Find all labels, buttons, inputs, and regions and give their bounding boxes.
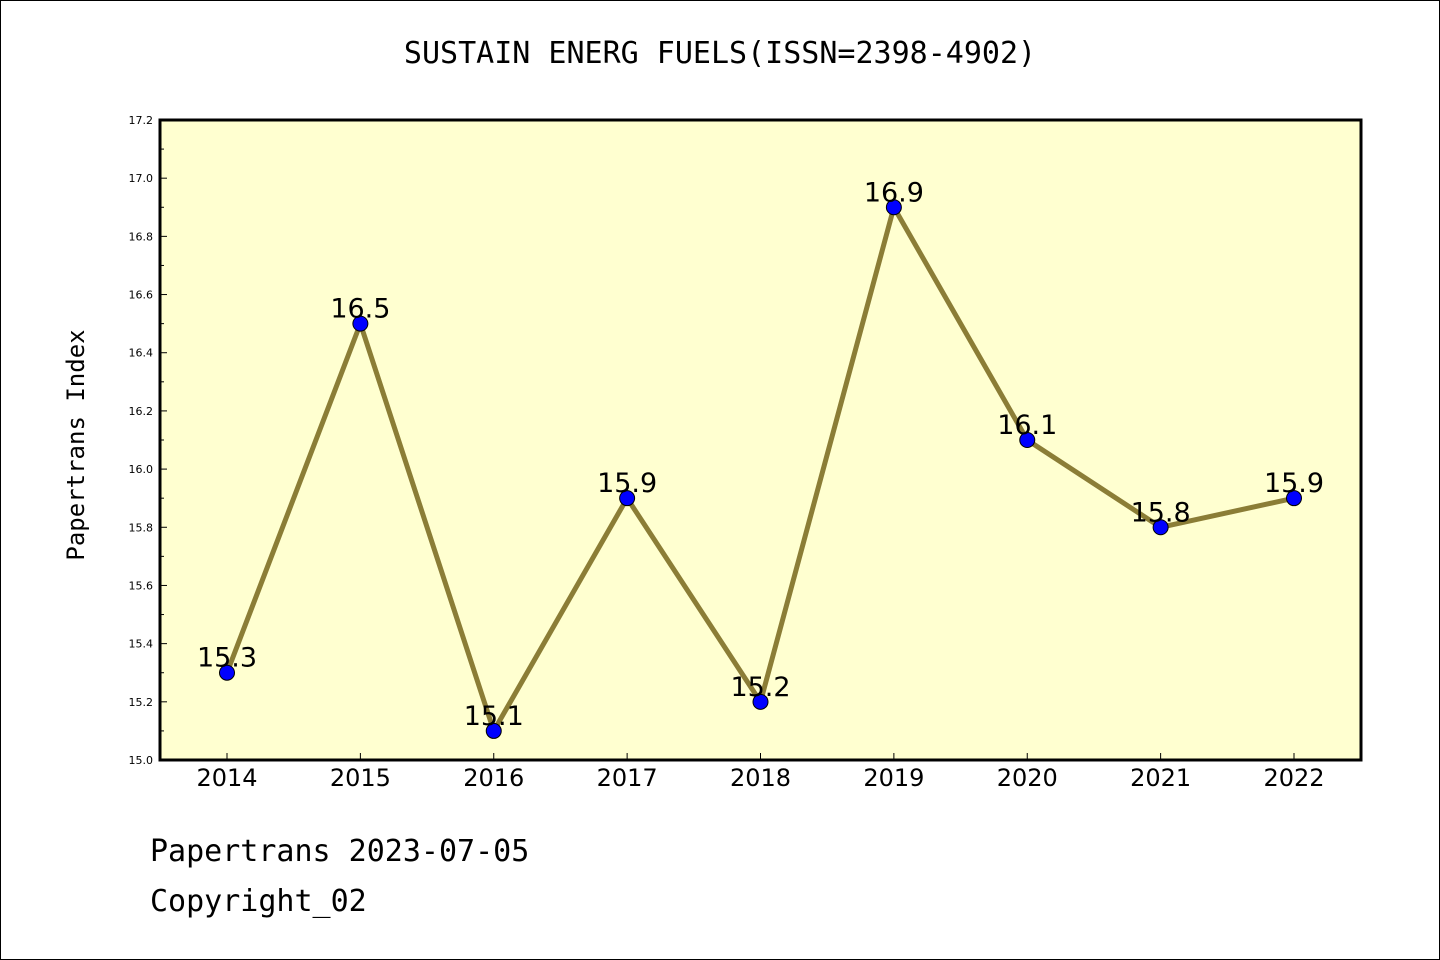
- data-label-2019: 16.9: [864, 177, 924, 208]
- x-tick-label: 2019: [863, 764, 924, 792]
- data-label-2016: 15.1: [464, 701, 524, 732]
- chart-title: SUSTAIN ENERG FUELS(ISSN=2398-4902): [403, 36, 1037, 71]
- data-labels-group: 15.3 16.5 15.1 15.9 15.2 16.9 16.1 15.8 15.9: [197, 177, 1324, 732]
- x-tick-label: 2021: [1130, 764, 1191, 792]
- y-tick-label: 16.2: [129, 405, 154, 418]
- data-label-2022: 15.9: [1264, 468, 1324, 499]
- data-label-2021: 15.8: [1131, 497, 1191, 528]
- y-tick-label: 16.0: [129, 463, 154, 476]
- y-tick-label: 15.6: [129, 579, 154, 592]
- data-label-2018: 15.2: [730, 672, 790, 703]
- y-tick-label: 16.4: [129, 347, 154, 360]
- footer-copyright: Copyright_02: [150, 884, 367, 919]
- x-axis: 2014 2015 2016 2017 2018 2019 2020 2021 2022: [196, 753, 1325, 792]
- data-point-2022: [1286, 490, 1302, 507]
- markers-group: [219, 199, 1302, 739]
- y-tick-label: 15.2: [129, 696, 154, 709]
- x-tick-label: 2020: [997, 764, 1058, 792]
- x-tick-label: 2015: [330, 764, 391, 792]
- y-axis: 15.0 15.2 15.4 15.6 15.8 16.0 16.2 16.4 16.6 16.8…: [129, 114, 167, 767]
- y-tick-label: 17.0: [129, 172, 154, 185]
- y-axis-label: Papertrans Index: [62, 329, 90, 560]
- y-tick-label: 15.8: [129, 521, 154, 534]
- data-label-2020: 16.1: [997, 410, 1057, 441]
- data-point-2016: [485, 722, 502, 739]
- x-tick-label: 2022: [1263, 764, 1324, 792]
- data-point-2015: [352, 315, 369, 332]
- x-tick-label: 2014: [196, 764, 257, 792]
- y-tick-label: 15.0: [129, 754, 154, 767]
- data-label-2017: 15.9: [597, 468, 657, 499]
- x-tick-label: 2016: [463, 764, 524, 792]
- data-point-2014: [219, 664, 235, 681]
- y-tick-label: 17.2: [129, 114, 154, 127]
- data-point-2020: [1019, 432, 1036, 448]
- data-point-2019: [885, 199, 902, 216]
- y-tick-label: 15.4: [129, 638, 154, 651]
- y-tick-label: 16.8: [129, 230, 154, 243]
- y-tick-label: 16.6: [129, 289, 154, 302]
- footer-date: Papertrans 2023-07-05: [150, 834, 530, 869]
- x-tick-label: 2018: [730, 764, 791, 792]
- data-point-2018: [752, 693, 769, 710]
- plot-area: [158, 118, 1363, 762]
- data-label-2015: 16.5: [330, 294, 390, 325]
- data-point-2017: [619, 490, 636, 507]
- data-label-2014: 15.3: [197, 643, 257, 674]
- x-tick-label: 2017: [597, 764, 658, 792]
- data-point-2021: [1152, 519, 1169, 536]
